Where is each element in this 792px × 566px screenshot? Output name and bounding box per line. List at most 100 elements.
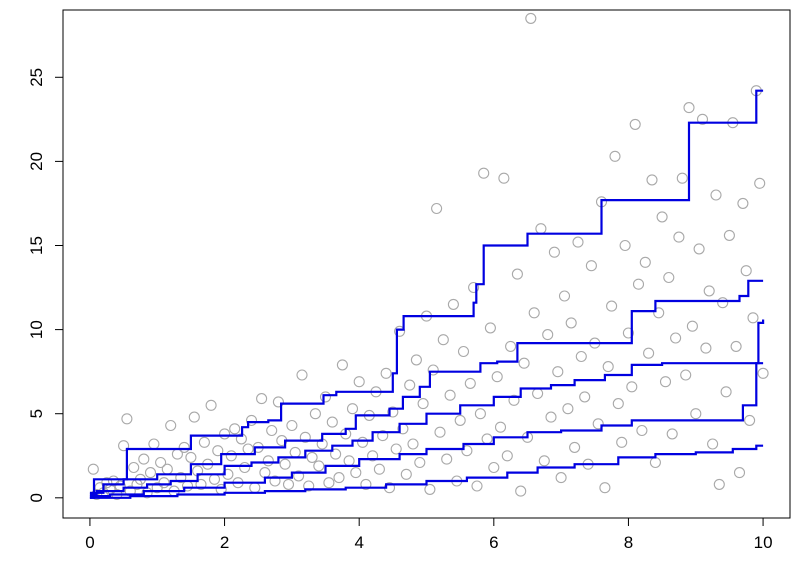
data-point: [279, 458, 291, 470]
data-point: [457, 345, 470, 358]
data-point: [599, 482, 611, 494]
y-tick-label: 20: [27, 152, 46, 171]
data-point: [542, 329, 554, 341]
data-point: [733, 467, 746, 479]
data-point: [545, 411, 557, 423]
data-point: [609, 150, 621, 162]
data-point: [468, 281, 480, 294]
data-point: [612, 398, 624, 410]
data-point: [744, 414, 756, 426]
data-point: [394, 325, 406, 337]
quantile-line-2: [89, 279, 764, 494]
x-tick-label: 0: [85, 533, 94, 552]
data-point: [198, 436, 210, 448]
x-tick-label: 4: [354, 533, 363, 552]
data-point: [353, 376, 365, 388]
y-tick-label: 0: [27, 493, 46, 502]
data-point: [653, 307, 665, 319]
data-point: [558, 290, 571, 302]
data-point: [548, 246, 560, 258]
data-point: [128, 461, 140, 474]
data-point: [377, 430, 389, 442]
data-point: [242, 443, 254, 455]
data-point: [659, 376, 672, 388]
data-point: [333, 472, 345, 484]
data-point: [461, 445, 473, 457]
data-point: [323, 477, 335, 489]
data-point: [569, 441, 581, 453]
data-point: [643, 347, 655, 359]
data-point: [424, 483, 436, 495]
data-point: [360, 478, 372, 490]
data-point: [478, 167, 490, 179]
data-point: [525, 12, 537, 24]
data-point: [309, 408, 321, 420]
x-tick-label: 2: [220, 533, 229, 552]
data-point: [410, 354, 422, 366]
data-point: [319, 391, 332, 403]
data-point: [269, 475, 281, 487]
data-point: [723, 229, 735, 241]
data-point: [165, 419, 177, 432]
data-point: [212, 445, 224, 457]
data-point: [737, 197, 749, 209]
data-point: [680, 369, 692, 381]
data-point: [256, 393, 268, 405]
data-point: [454, 414, 466, 426]
data-point: [225, 450, 237, 462]
data-point: [444, 389, 456, 401]
data-point: [441, 453, 453, 465]
data-point: [219, 428, 231, 440]
data-point: [390, 443, 402, 455]
data-point: [229, 423, 241, 435]
data-point: [481, 433, 493, 445]
data-point: [286, 419, 298, 432]
data-point: [326, 416, 338, 428]
data-point: [188, 411, 200, 423]
x-tick-label: 10: [754, 533, 773, 552]
data-point: [414, 456, 426, 469]
x-tick-label: 8: [624, 533, 633, 552]
data-point: [336, 359, 348, 371]
data-point: [703, 285, 715, 297]
data-point: [484, 322, 496, 334]
data-point: [471, 480, 483, 492]
data-point: [562, 403, 574, 415]
data-point: [636, 424, 648, 437]
data-point: [296, 369, 308, 381]
data-point: [205, 399, 217, 411]
data-point: [293, 470, 305, 482]
data-point: [656, 211, 668, 223]
data-point: [138, 453, 150, 465]
data-point: [239, 461, 251, 474]
data-point: [87, 463, 99, 475]
y-axis: 0 5 10 15 20 25: [27, 68, 64, 503]
data-point: [730, 340, 742, 352]
data-point: [357, 436, 369, 448]
data-point: [282, 478, 295, 490]
data-point: [673, 231, 685, 243]
data-point: [289, 446, 301, 458]
data-point: [178, 441, 190, 453]
data-point: [505, 340, 517, 352]
y-tick-label: 10: [27, 320, 46, 339]
data-point: [330, 448, 342, 460]
data-point: [498, 172, 510, 184]
data-point: [646, 174, 658, 186]
data-point: [175, 472, 187, 484]
data-point: [434, 426, 446, 438]
data-point: [272, 396, 284, 408]
data-point: [387, 406, 399, 418]
data-point: [572, 236, 584, 248]
data-point: [155, 456, 167, 469]
data-point: [343, 455, 355, 467]
data-point: [488, 461, 500, 474]
data-point: [740, 265, 752, 277]
data-point: [532, 387, 544, 400]
x-axis: 0 2 4 6 8 10: [85, 517, 773, 552]
data-point: [585, 260, 597, 272]
data-point: [515, 485, 527, 497]
data-point: [447, 298, 459, 310]
